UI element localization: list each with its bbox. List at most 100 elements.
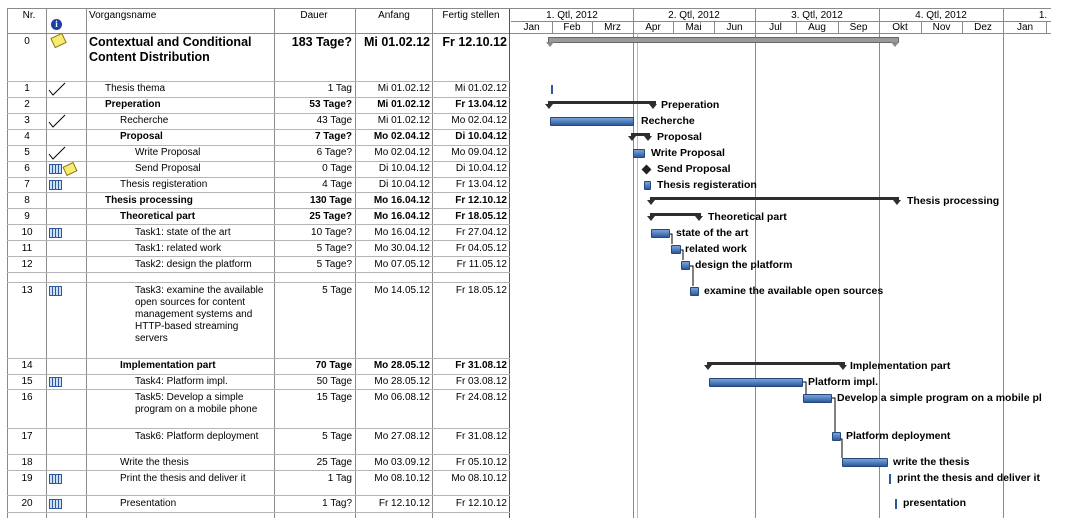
- header-anfang[interactable]: Anfang: [378, 10, 410, 21]
- task-start: Mo 14.05.12: [374, 285, 430, 296]
- row-separator: [7, 389, 510, 390]
- task-finish: Fr 13.04.12: [455, 99, 507, 110]
- task-finish: Fr 04.05.12: [455, 243, 507, 254]
- row-separator: [7, 224, 510, 225]
- gantt-label: Write Proposal: [651, 147, 725, 159]
- task-bar[interactable]: [889, 474, 891, 484]
- summary-end-marker: [546, 42, 554, 47]
- calendar-icon[interactable]: [49, 499, 62, 509]
- row-number: 12: [21, 259, 33, 270]
- gantt-label: related work: [685, 243, 747, 255]
- quarter-label: 2. Qtl, 2012: [668, 10, 720, 21]
- task-duration: 5 Tage?: [316, 243, 352, 254]
- calendar-icon[interactable]: [49, 180, 62, 190]
- row-number: 0: [24, 36, 30, 47]
- gantt-label: design the platform: [695, 259, 793, 271]
- month-label: Jun: [726, 22, 743, 33]
- grid-line: [7, 8, 1051, 9]
- task-start: Mo 06.08.12: [374, 392, 430, 403]
- calendar-icon[interactable]: [49, 377, 62, 387]
- month-label: Jan: [1016, 22, 1034, 33]
- task-finish: Fr 24.08.12: [455, 392, 507, 403]
- gantt-label: write the thesis: [893, 456, 970, 468]
- gantt-label: print the thesis and deliver it: [897, 472, 1040, 484]
- task-duration: 25 Tage: [316, 457, 352, 468]
- row-number: 13: [21, 285, 33, 296]
- task-name: Contextual and Conditional Content Distr…: [89, 35, 252, 64]
- task-bar[interactable]: [550, 117, 634, 126]
- calendar-icon[interactable]: [49, 474, 62, 484]
- task-bar[interactable]: [709, 378, 803, 387]
- month-label: Apr: [645, 22, 661, 33]
- task-duration: 70 Tage: [315, 360, 353, 371]
- month-label: Nov: [932, 22, 951, 33]
- month-label: Aug: [808, 22, 826, 33]
- task-start: Mi 01.02.12: [377, 83, 430, 94]
- task-name: Presentation: [120, 498, 177, 509]
- row-number: 14: [21, 360, 33, 371]
- task-name: Task1: related work: [135, 243, 222, 254]
- task-start: Mo 03.09.12: [374, 457, 430, 468]
- month-label: Jul: [769, 22, 782, 33]
- task-bar[interactable]: [633, 149, 645, 158]
- task-start: Mo 27.08.12: [374, 431, 430, 442]
- row-number: 18: [21, 457, 33, 468]
- info-icon[interactable]: i: [51, 19, 62, 30]
- task-finish: Mo 08.10.12: [451, 473, 507, 484]
- task-bar[interactable]: [671, 245, 681, 254]
- gantt-label: Platform deployment: [846, 430, 951, 442]
- task-finish: Fr 18.05.12: [455, 285, 507, 296]
- project-summary-bar[interactable]: [548, 37, 899, 43]
- calendar-icon[interactable]: [49, 164, 62, 174]
- row-number: 11: [21, 243, 33, 254]
- row-separator: [7, 495, 510, 496]
- task-start: Mi 01.02.12: [377, 99, 430, 110]
- header-divider: [511, 21, 1051, 22]
- row-separator: [7, 454, 510, 455]
- task-finish: Fr 27.04.12: [455, 227, 507, 238]
- task-bar[interactable]: [651, 229, 670, 238]
- task-bar[interactable]: [832, 432, 841, 441]
- task-finish: Fr 03.08.12: [455, 376, 507, 387]
- task-start: Mo 16.04.12: [373, 211, 430, 222]
- summary-bar[interactable]: [650, 197, 899, 200]
- summary-bar[interactable]: [650, 213, 701, 216]
- task-bar[interactable]: [803, 394, 832, 403]
- row-number: 5: [24, 147, 30, 158]
- row-separator: [7, 145, 510, 146]
- task-start: Di 10.04.12: [378, 179, 430, 190]
- gantt-label: Preperation: [661, 99, 720, 111]
- calendar-icon[interactable]: [49, 228, 62, 238]
- task-bar[interactable]: [842, 458, 888, 467]
- task-duration: 25 Tage?: [309, 211, 352, 222]
- calendar-icon[interactable]: [49, 286, 62, 296]
- task-bar[interactable]: [895, 499, 897, 509]
- row-number: 2: [24, 99, 30, 110]
- header-fertig[interactable]: Fertig stellen: [442, 10, 500, 21]
- summary-bar[interactable]: [631, 133, 650, 136]
- task-name: Write Proposal: [135, 147, 201, 158]
- task-bar[interactable]: [681, 261, 690, 270]
- task-start: Mo 07.05.12: [374, 259, 430, 270]
- task-name: Thesis processing: [105, 195, 193, 206]
- checkmark-icon: [48, 82, 66, 96]
- summary-bar[interactable]: [707, 362, 845, 365]
- task-bar[interactable]: [551, 85, 553, 94]
- row-separator: [7, 97, 510, 98]
- task-finish: Fr 12.10.12: [455, 195, 507, 206]
- task-bar[interactable]: [690, 287, 699, 296]
- task-finish: Fr 12.10.12: [455, 498, 507, 509]
- row-separator: [7, 272, 510, 273]
- row-separator: [7, 428, 510, 429]
- gantt-label: Theoretical part: [708, 211, 787, 223]
- task-bar[interactable]: [644, 181, 651, 190]
- summary-end-marker: [647, 200, 655, 205]
- task-name: Task4: Platform impl.: [135, 376, 228, 387]
- summary-bar[interactable]: [548, 101, 656, 104]
- task-finish: Mi 01.02.12: [454, 83, 507, 94]
- header-dauer[interactable]: Dauer: [300, 10, 328, 21]
- header-nr[interactable]: Nr.: [22, 10, 36, 21]
- header-name[interactable]: Vorgangsname: [89, 10, 157, 21]
- grid-line: [355, 8, 356, 518]
